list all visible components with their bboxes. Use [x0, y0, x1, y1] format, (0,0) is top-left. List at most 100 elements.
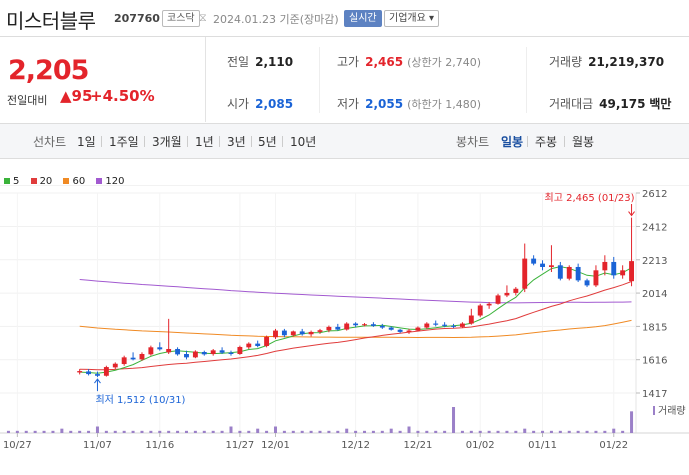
- candle-body: [531, 258, 537, 264]
- toolbar-divider: [282, 136, 283, 147]
- y-tick-label: 1815: [642, 322, 667, 333]
- volume-bar: [149, 430, 153, 433]
- candle-body: [451, 325, 456, 327]
- candle-body: [495, 295, 501, 304]
- market-badge: 코스닥: [162, 10, 200, 27]
- volume-bar: [42, 430, 46, 433]
- toolbar-divider: [219, 136, 220, 147]
- candle-body: [629, 261, 634, 282]
- candle-body: [77, 371, 83, 373]
- change-label: 전일대비: [7, 94, 48, 107]
- candle-body: [602, 261, 608, 271]
- volume-bar: [594, 430, 598, 433]
- candle-chart-label: 봉차트: [456, 135, 490, 149]
- candle-body: [192, 351, 198, 358]
- volume-bar: [113, 430, 117, 433]
- period-5y-button[interactable]: 5년: [258, 135, 277, 149]
- volume-bar: [389, 428, 393, 433]
- legend-swatch: [4, 178, 10, 184]
- toolbar-divider: [564, 136, 565, 147]
- x-tick-label: 01/22: [599, 440, 628, 451]
- legend-swatch: [63, 178, 70, 184]
- volume-bar: [95, 426, 99, 433]
- volume-bar: [140, 430, 144, 433]
- toolbar-divider: [101, 136, 102, 147]
- volume-bar: [184, 430, 188, 433]
- volume-bar: [60, 428, 64, 433]
- volume-bar: [193, 430, 197, 433]
- volume-bar: [416, 430, 420, 433]
- volume-bar: [363, 430, 367, 433]
- price-change: ▲95: [60, 87, 93, 105]
- candle-body: [433, 323, 439, 325]
- candle-body: [273, 330, 278, 338]
- realtime-button[interactable]: 실시간: [344, 10, 382, 27]
- legend-ma120: 120: [96, 176, 125, 187]
- x-tick-label: 11/07: [83, 440, 112, 451]
- candle-body: [486, 303, 492, 306]
- candle-body: [504, 292, 510, 296]
- candle-body: [175, 348, 181, 355]
- x-tick-label: 01/02: [466, 440, 495, 451]
- x-tick-label: 11/16: [145, 440, 174, 451]
- period-1y-button[interactable]: 1년: [195, 135, 214, 149]
- candle-body: [362, 324, 367, 326]
- candle-monthly-button[interactable]: 월봉: [572, 135, 595, 149]
- candle-body: [468, 315, 474, 324]
- prev-close: 전일 2,110: [227, 55, 294, 69]
- candlestick-chart[interactable]: 2612 2412 2213 2014 1815 1616 1417 10/27 11/07 11…: [0, 185, 689, 475]
- candle-body: [246, 343, 252, 348]
- period-3m-button[interactable]: 3개월: [152, 135, 182, 149]
- volume-bar: [229, 426, 233, 433]
- volume-bar: [380, 430, 384, 433]
- volume-bar: [398, 430, 402, 433]
- period-10y-button[interactable]: 10년: [290, 135, 317, 149]
- period-3y-button[interactable]: 3년: [227, 135, 246, 149]
- candle-body: [335, 326, 341, 330]
- candle-body: [166, 348, 172, 353]
- volume-bar: [354, 430, 358, 433]
- candle-body: [281, 330, 287, 336]
- legend-swatch: [30, 178, 37, 184]
- volume: 거래량 21,219,370: [549, 55, 665, 69]
- period-1w-button[interactable]: 1주일: [109, 135, 139, 149]
- clock-icon: ⧖: [199, 11, 207, 24]
- period-1d-button[interactable]: 1일: [77, 135, 96, 149]
- candle-daily-button[interactable]: 일봉: [501, 135, 524, 149]
- ma20-line: [79, 281, 632, 371]
- legend-ma60: 60: [63, 176, 85, 187]
- candle-body: [148, 347, 154, 355]
- turnover: 거래대금 49,175 백만: [549, 97, 672, 111]
- low-annotation: 최저 1,512 (10/31): [95, 394, 185, 406]
- volume-bar: [532, 430, 536, 433]
- price-panel: 2,205 전일대비 ▲95 +4.50%: [0, 37, 206, 122]
- open-price: 시가 2,085: [227, 97, 294, 111]
- stock-name[interactable]: 미스터블루: [6, 9, 96, 33]
- price-change-pct: +4.50%: [90, 87, 155, 105]
- candle-body: [299, 331, 305, 335]
- candle-body: [317, 330, 323, 332]
- volume-bar: [425, 430, 429, 433]
- volume-bar: [541, 430, 545, 433]
- high-arrow-head: [628, 211, 635, 217]
- candle-body: [459, 323, 465, 327]
- volume-bar: [612, 428, 616, 433]
- x-tick-label: 01/11: [528, 440, 557, 451]
- toolbar-divider: [144, 136, 145, 147]
- candle-weekly-button[interactable]: 주봉: [535, 135, 558, 149]
- candle-body: [593, 270, 599, 286]
- volume-bar: [318, 430, 322, 433]
- volume-bar: [238, 430, 242, 433]
- company-info-dropdown[interactable]: 기업개요 ▾: [384, 10, 440, 27]
- volume-bar: [505, 430, 509, 433]
- volume-bar: [452, 407, 456, 433]
- volume-bar: [336, 430, 340, 433]
- candle-body: [210, 350, 216, 355]
- candle-body: [620, 270, 626, 276]
- header-divider: [0, 36, 689, 37]
- candle-body: [344, 323, 350, 330]
- candle-body: [228, 352, 234, 355]
- volume-bar: [158, 430, 162, 433]
- volume-bar: [371, 430, 375, 433]
- volume-bar: [567, 430, 571, 433]
